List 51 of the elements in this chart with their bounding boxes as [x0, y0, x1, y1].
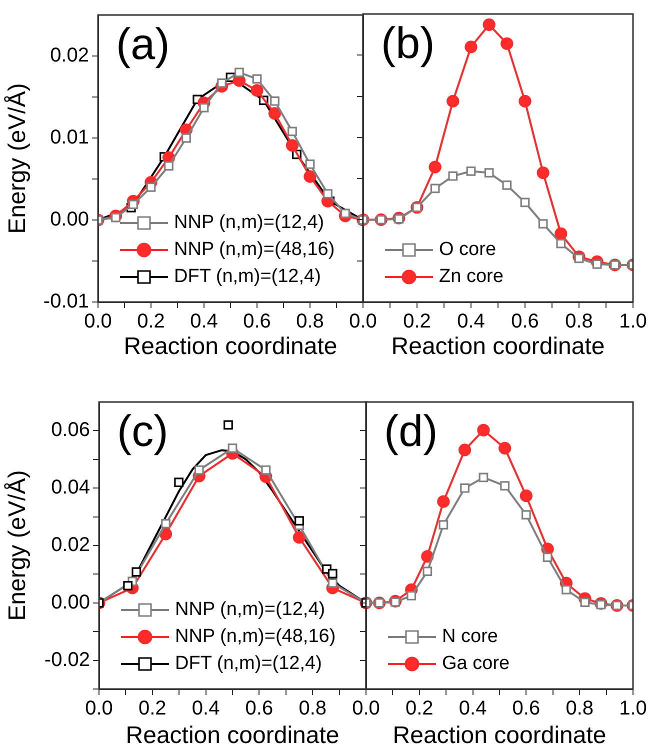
x-tick-label: 0.8 — [298, 698, 327, 720]
y-tick-label: -0.01 — [43, 290, 89, 313]
x-tick-label: 0.0 — [85, 698, 113, 720]
x-axis-title: Reaction coordinate — [124, 333, 338, 360]
x-tick-label: 0.0 — [349, 310, 377, 333]
x-axis-title: Reaction coordinate — [392, 722, 606, 750]
y-tick-label: 0.02 — [51, 534, 90, 556]
legend-label: DFT (n,m)=(12,4) — [174, 266, 321, 288]
x-tick-label: 0.0 — [352, 698, 380, 720]
x-tick-label: 0.6 — [511, 310, 539, 333]
x-tick-label: 0.8 — [296, 310, 324, 333]
x-tick-label: 0.6 — [245, 698, 274, 720]
y-tick-label: 0.00 — [50, 208, 89, 231]
x-tick-label: 0.4 — [457, 310, 485, 333]
legend-label: O core — [439, 239, 496, 260]
x-tick-label: 0.4 — [192, 698, 220, 720]
x-axis-title: Reaction coordinate — [391, 333, 605, 360]
x-tick-label: 0.8 — [565, 310, 593, 333]
x-tick-label: 0.6 — [243, 310, 271, 333]
x-tick-label: 0.8 — [566, 698, 594, 720]
x-tick-label: 0.2 — [138, 698, 166, 720]
legend-label: NNP (n,m)=(48,16) — [175, 626, 336, 648]
legend-label: Ga core — [442, 653, 510, 674]
legend-label: NNP (n,m)=(12,4) — [175, 599, 326, 620]
x-tick-label: 0.4 — [190, 310, 218, 333]
y-axis-title: Energy (eV/Å) — [4, 83, 32, 234]
chart-title: (a) — [116, 20, 170, 70]
x-tick-label: 0.2 — [405, 698, 434, 720]
x-tick-label: 0.6 — [512, 698, 540, 720]
chart-title: (b) — [381, 19, 435, 68]
legend-label: NNP (n,m)=(48,16) — [174, 239, 335, 260]
x-tick-label: 0.0 — [84, 310, 112, 333]
x-tick-label: 0.2 — [403, 310, 431, 333]
x-tick-label: 0.2 — [137, 310, 165, 333]
legend-label: N core — [442, 626, 498, 648]
x-axis-title: Reaction coordinate — [126, 722, 340, 750]
x-tick-label: 0.4 — [458, 698, 487, 720]
legend-label: DFT (n,m)=(12,4) — [175, 653, 322, 674]
x-tick-label: 1.0 — [619, 698, 647, 720]
y-tick-label: -0.02 — [44, 648, 90, 671]
y-axis-title: Energy (eV/Å) — [4, 470, 32, 621]
legend-label: Zn core — [439, 266, 504, 288]
x-tick-label: 1.0 — [619, 310, 647, 333]
chart-title: (c) — [117, 407, 168, 456]
legend-label: NNP (n,m)=(12,4) — [174, 212, 324, 234]
y-tick-label: 0.06 — [51, 419, 90, 442]
y-tick-label: 0.04 — [51, 476, 90, 499]
chart-title: (d) — [384, 407, 438, 456]
y-tick-label: 0.01 — [50, 126, 89, 149]
y-tick-label: 0.02 — [50, 44, 89, 67]
y-tick-label: 0.00 — [51, 591, 90, 614]
